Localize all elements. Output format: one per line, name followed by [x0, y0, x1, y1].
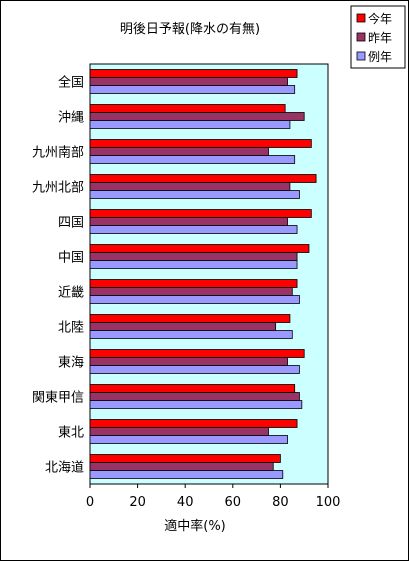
legend-swatch: [356, 32, 366, 42]
bar-2-12: [89, 462, 274, 471]
bar-2-9: [89, 357, 288, 366]
category-label: 全国: [58, 75, 84, 91]
category-label: 東海: [58, 355, 84, 371]
legend-label: 例年: [368, 50, 392, 64]
category-label: 関東甲信: [32, 390, 84, 406]
bar-1-4: [89, 174, 317, 183]
legend-label: 今年: [368, 11, 392, 26]
bar-3-8: [89, 330, 293, 339]
bar-1-5: [89, 209, 312, 218]
bar-2-7: [89, 287, 293, 296]
x-axis-title: 適中率(%): [164, 518, 226, 534]
bar-3-3: [89, 155, 296, 164]
category-label: 近畿: [58, 286, 84, 301]
bar-3-1: [89, 85, 296, 94]
category-label: 北海道: [45, 461, 84, 476]
bar-2-8: [89, 322, 277, 331]
bar-1-3: [89, 139, 312, 148]
bar-1-9: [89, 349, 305, 358]
bar-1-2: [89, 104, 286, 113]
legend-label: 昨年: [368, 31, 392, 45]
bar-3-12: [89, 470, 284, 479]
x-tick-label: 80: [272, 495, 289, 510]
x-axis: 0 20 40 60 80 100: [86, 483, 341, 510]
bar-3-6: [89, 260, 298, 269]
bar-2-10: [89, 392, 300, 401]
category-label: 沖縄: [58, 111, 84, 126]
category-label: 東北: [58, 425, 84, 441]
bar-1-12: [89, 454, 281, 463]
legend-swatch: [356, 51, 366, 61]
legend-swatch: [356, 13, 366, 23]
category-label: 九州南部: [32, 145, 84, 161]
bar-2-3: [89, 147, 269, 156]
x-tick-label: 60: [225, 495, 242, 510]
bar-2-2: [89, 112, 305, 121]
x-tick-label: 20: [129, 495, 146, 510]
bar-3-7: [89, 295, 300, 304]
category-label: 北陸: [58, 320, 84, 336]
bar-3-5: [89, 225, 298, 234]
category-label: 九州北部: [32, 181, 84, 196]
bar-3-9: [89, 365, 300, 374]
plot-area: [89, 63, 329, 485]
bar-2-4: [89, 182, 291, 191]
category-label: 中国: [58, 251, 84, 266]
bar-1-10: [89, 384, 296, 393]
bar-3-11: [89, 435, 288, 444]
bar-1-1: [89, 69, 298, 78]
bar-2-1: [89, 77, 288, 86]
bar-2-6: [89, 252, 298, 261]
bar-2-11: [89, 427, 269, 436]
bar-2-5: [89, 217, 288, 226]
x-tick-label: 40: [177, 495, 194, 510]
bar-3-2: [89, 120, 291, 129]
bar-3-4: [89, 190, 300, 199]
category-label: 四国: [58, 216, 84, 231]
bar-1-8: [89, 314, 291, 323]
bar-1-7: [89, 279, 298, 288]
x-tick-label: 0: [86, 495, 94, 510]
bars-group: [89, 69, 317, 479]
bar-1-11: [89, 419, 298, 428]
x-tick-label: 100: [316, 495, 341, 510]
chart-title: 明後日予報(降水の有無): [120, 22, 260, 37]
bar-3-10: [89, 400, 303, 409]
bar-1-6: [89, 244, 310, 253]
